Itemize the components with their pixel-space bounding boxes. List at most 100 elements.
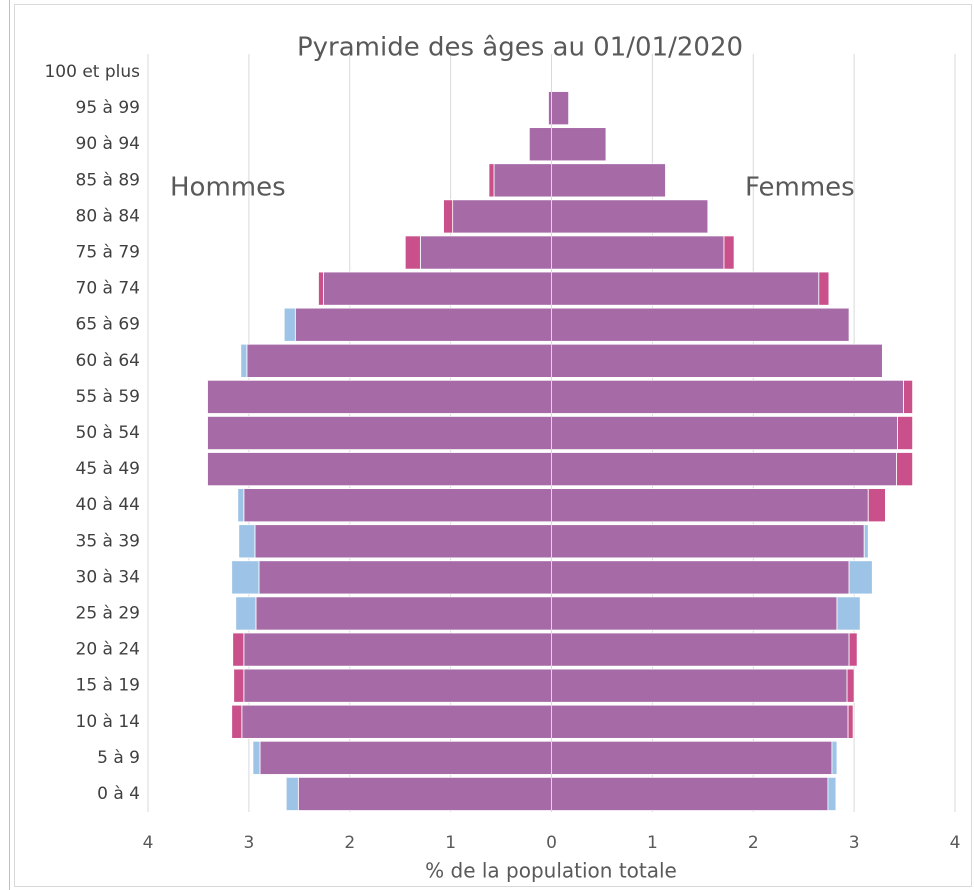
bar-segment [551,488,869,523]
bar-segment [243,668,552,703]
bar-segment [723,235,735,270]
bar-segment [246,343,552,378]
bar-segment [551,776,829,811]
x-tick-label: 3 [849,833,860,853]
bar-segment [528,127,552,162]
bar-segment [254,524,552,559]
y-tick-label: 80 à 84 [76,206,141,226]
bar-segment [443,199,454,234]
bar-segment [294,307,552,342]
y-tick-label: 65 à 69 [76,315,141,335]
bar-segment [493,163,552,198]
y-tick-label: 45 à 49 [76,459,141,479]
bar-segment [551,343,883,378]
bar-segment [551,271,820,306]
bar-segment [241,704,552,739]
y-tick-label: 30 à 34 [76,567,141,587]
bar-segment [867,488,886,523]
y-tick-label: 40 à 44 [76,495,141,515]
bar-segment [285,776,299,811]
x-tick-label: 1 [647,833,658,853]
bar-segment [863,524,869,559]
bar-segment [207,379,552,414]
y-tick-label: 35 à 39 [76,531,141,551]
bar-segment [847,704,854,739]
chart-title: Pyramide des âges au 01/01/2020 [297,33,743,63]
bar-segment [235,596,257,631]
y-tick-label: 25 à 29 [76,603,141,623]
y-tick-label: 20 à 24 [76,640,141,660]
bar-segment [237,488,245,523]
y-tick-label: 0 à 4 [97,784,140,804]
bar-segment [238,524,256,559]
bar-segment [240,343,248,378]
x-tick-label: 2 [344,833,355,853]
bar-segment [551,415,898,451]
bar-segment [232,632,245,667]
y-tick-label: 60 à 64 [76,351,141,371]
y-tick-label: 85 à 89 [76,170,141,190]
bar-segment [551,452,897,487]
left-label: Hommes [170,173,286,203]
bar-segment [551,199,709,234]
bar-segment [323,271,552,306]
bar-segment [897,415,914,451]
bar-segment [297,776,552,811]
y-tick-label: 15 à 19 [76,676,141,696]
bar-segment [419,235,552,270]
bar-segment [231,704,243,739]
bar-segment [243,488,552,523]
bar-segment [551,560,850,595]
y-tick-label: 100 et plus [44,62,140,82]
bar-segment [551,704,849,739]
x-tick-label: 3 [243,833,254,853]
bar-segment [551,235,725,270]
x-tick-label: 2 [748,833,759,853]
bar-segment [488,163,495,198]
bar-segment [551,524,865,559]
bar-segment [243,632,552,667]
y-tick-label: 95 à 99 [76,98,141,118]
bar-segment [551,668,848,703]
y-tick-label: 70 à 74 [76,279,141,299]
bar-segment [848,632,858,667]
y-tick-label: 55 à 59 [76,387,141,407]
bar-segment [836,596,861,631]
bar-segment [827,776,837,811]
bar-segment [551,379,904,414]
bar-segment [207,452,552,487]
x-tick-label: 4 [950,833,961,853]
x-axis-title: % de la population totale [425,859,677,883]
bar-segment [903,379,914,414]
bar-segment [259,740,552,775]
bar-segment [255,596,552,631]
bar-segment [551,632,850,667]
bar-segment [258,560,552,595]
right-label: Femmes [745,173,855,203]
bar-segment [551,307,850,342]
bar-segment [831,740,838,775]
bar-segment [818,271,830,306]
x-tick-label: 1 [445,833,456,853]
x-tick-label: 4 [143,833,154,853]
bar-segment [252,740,261,775]
bar-segment [551,91,570,126]
bar-segment [207,415,552,451]
bar-segment [551,596,838,631]
x-tick-label: 0 [546,833,557,853]
y-tick-label: 10 à 14 [76,712,141,732]
bar-segment [452,199,552,234]
bar-segment [283,307,296,342]
bar-segment [233,668,245,703]
bar-segment [896,452,914,487]
bar-segment [318,271,324,306]
y-tick-label: 50 à 54 [76,423,141,443]
chart-border [14,4,972,887]
y-tick-label: 75 à 79 [76,243,141,263]
bar-segment [404,235,421,270]
bar-segment [848,560,873,595]
bar-segment [231,560,260,595]
y-tick-label: 5 à 9 [97,748,140,768]
y-tick-label: 90 à 94 [76,134,141,154]
